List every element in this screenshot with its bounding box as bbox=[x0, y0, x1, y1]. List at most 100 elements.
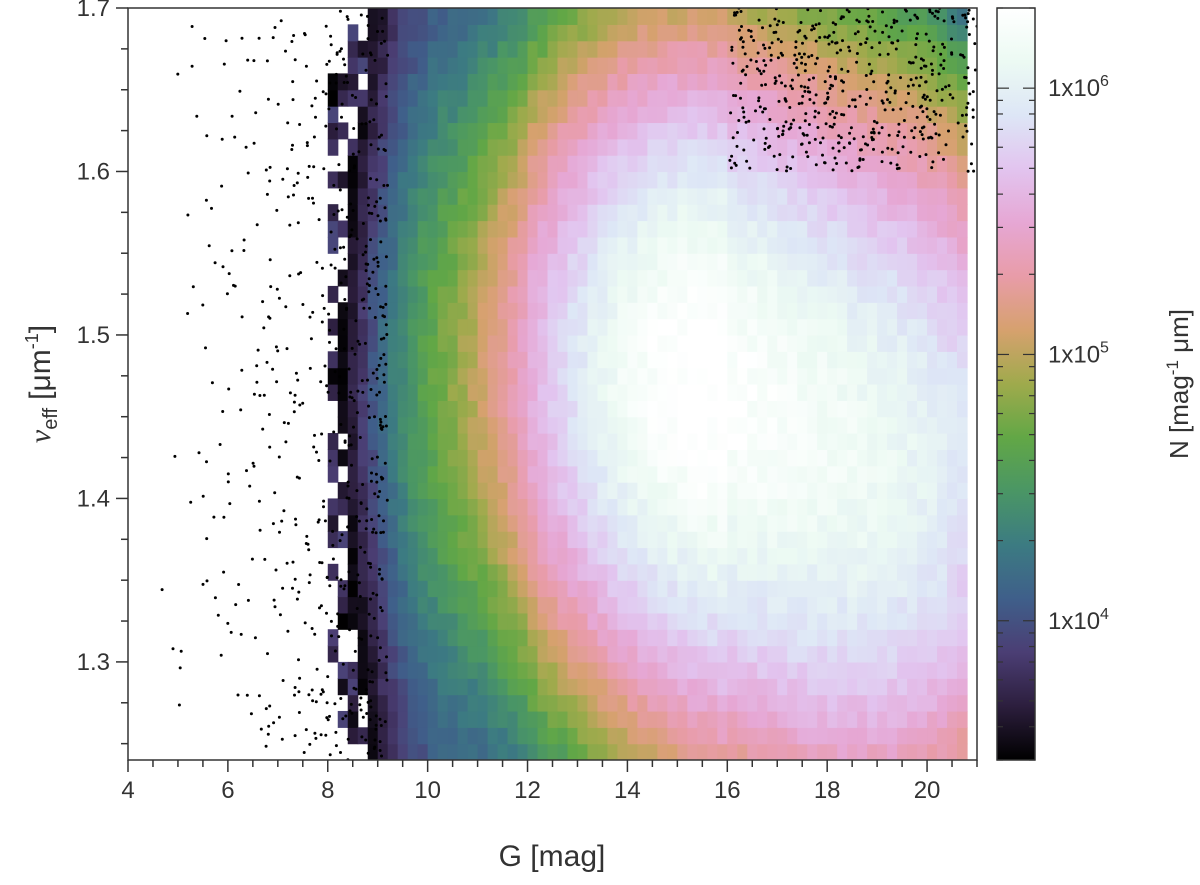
heatmap-cell bbox=[527, 138, 539, 156]
heatmap-cell bbox=[767, 384, 778, 401]
heatmap-cell bbox=[917, 400, 928, 418]
scatter-point bbox=[328, 81, 332, 85]
heatmap-cell bbox=[377, 302, 389, 320]
heatmap-cell bbox=[537, 40, 549, 58]
heatmap-cell bbox=[767, 318, 778, 336]
heatmap-cell bbox=[757, 433, 768, 450]
heatmap-cell bbox=[827, 694, 838, 712]
scatter-point bbox=[331, 529, 335, 533]
heatmap-cell bbox=[857, 171, 868, 189]
heatmap-cell bbox=[727, 302, 738, 320]
scatter-point bbox=[282, 509, 286, 513]
heatmap-cell bbox=[807, 40, 818, 58]
heatmap-cell bbox=[567, 269, 579, 287]
heatmap-cell bbox=[647, 645, 658, 663]
heatmap-cell bbox=[597, 563, 609, 581]
heatmap-cell bbox=[867, 220, 878, 238]
scatter-point bbox=[285, 167, 289, 171]
heatmap-cell bbox=[897, 8, 908, 25]
heatmap-cell bbox=[697, 204, 708, 222]
heatmap-cell bbox=[487, 661, 499, 679]
heatmap-cell bbox=[837, 122, 848, 140]
heatmap-cell bbox=[567, 24, 579, 42]
scatter-point bbox=[258, 394, 262, 397]
heatmap-cell bbox=[667, 547, 678, 565]
heatmap-cell bbox=[707, 449, 718, 467]
heatmap-cell bbox=[677, 106, 688, 124]
heatmap-cell bbox=[497, 465, 509, 483]
heatmap-cell bbox=[437, 400, 449, 418]
heatmap-cell bbox=[607, 334, 619, 352]
scatter-point bbox=[312, 201, 315, 205]
heatmap-cell bbox=[627, 514, 638, 532]
heatmap-cell bbox=[847, 678, 858, 696]
heatmap-cell bbox=[777, 727, 788, 745]
heatmap-cell bbox=[617, 236, 629, 254]
scatter-point bbox=[811, 24, 815, 28]
heatmap-cell bbox=[647, 253, 658, 271]
heatmap-cell bbox=[907, 269, 918, 287]
heatmap-cell bbox=[907, 236, 918, 254]
heatmap-cell bbox=[427, 743, 439, 760]
heatmap-cell bbox=[907, 73, 918, 91]
heatmap-cell bbox=[937, 710, 948, 728]
heatmap-cell bbox=[837, 269, 848, 287]
y-axis-label: νeff[μm-1] bbox=[22, 325, 62, 443]
heatmap-cell bbox=[677, 678, 688, 696]
heatmap-cell bbox=[867, 743, 878, 760]
heatmap-cell bbox=[557, 482, 569, 500]
heatmap-cell bbox=[397, 743, 409, 760]
heatmap-cell bbox=[487, 433, 499, 450]
heatmap-cell bbox=[417, 710, 429, 728]
heatmap-cell bbox=[757, 449, 768, 467]
scatter-point bbox=[329, 43, 333, 47]
heatmap-cell bbox=[707, 580, 718, 598]
scatter-point bbox=[376, 214, 380, 218]
heatmap-cell bbox=[787, 498, 798, 516]
heatmap-cell bbox=[917, 253, 928, 271]
heatmap-cell bbox=[897, 465, 908, 483]
heatmap-cell bbox=[487, 57, 499, 74]
heatmap-cell bbox=[677, 302, 688, 320]
heatmap-cell bbox=[737, 514, 748, 532]
heatmap-cell bbox=[837, 482, 848, 500]
heatmap-cell bbox=[877, 367, 888, 385]
heatmap-cell bbox=[407, 138, 419, 156]
heatmap-cell bbox=[877, 187, 888, 205]
heatmap-cell bbox=[657, 269, 668, 287]
heatmap-cell bbox=[467, 580, 479, 598]
heatmap-cell bbox=[917, 727, 928, 745]
scatter-point bbox=[785, 169, 788, 173]
heatmap-cell bbox=[777, 498, 788, 516]
scatter-point bbox=[864, 41, 868, 45]
heatmap-cell bbox=[497, 334, 509, 352]
scatter-point bbox=[805, 133, 809, 137]
heatmap-cell bbox=[697, 73, 708, 91]
heatmap-cell bbox=[517, 73, 529, 91]
heatmap-cell bbox=[537, 433, 549, 450]
scatter-point bbox=[919, 66, 923, 70]
scatter-point bbox=[338, 49, 342, 53]
heatmap-cell bbox=[737, 384, 748, 401]
heatmap-cell bbox=[777, 155, 788, 173]
heatmap-cell bbox=[547, 645, 559, 663]
heatmap-cell bbox=[617, 710, 629, 728]
heatmap-cell bbox=[627, 547, 638, 565]
heatmap-cell bbox=[817, 547, 828, 565]
heatmap-cell bbox=[887, 89, 898, 107]
heatmap-cell bbox=[547, 57, 559, 74]
heatmap-cell bbox=[867, 204, 878, 222]
scatter-point bbox=[324, 24, 328, 28]
heatmap-cell bbox=[597, 367, 609, 385]
heatmap-cell bbox=[407, 514, 419, 532]
heatmap-cell bbox=[467, 547, 479, 565]
heatmap-cell bbox=[917, 285, 928, 303]
heatmap-cell bbox=[707, 106, 718, 124]
heatmap-cell bbox=[957, 351, 968, 369]
heatmap-cell bbox=[697, 138, 708, 156]
scatter-point bbox=[762, 127, 766, 131]
heatmap-cell bbox=[747, 580, 758, 598]
heatmap-cell bbox=[397, 433, 409, 450]
heatmap-cell bbox=[347, 416, 359, 434]
heatmap-cell bbox=[957, 580, 968, 598]
